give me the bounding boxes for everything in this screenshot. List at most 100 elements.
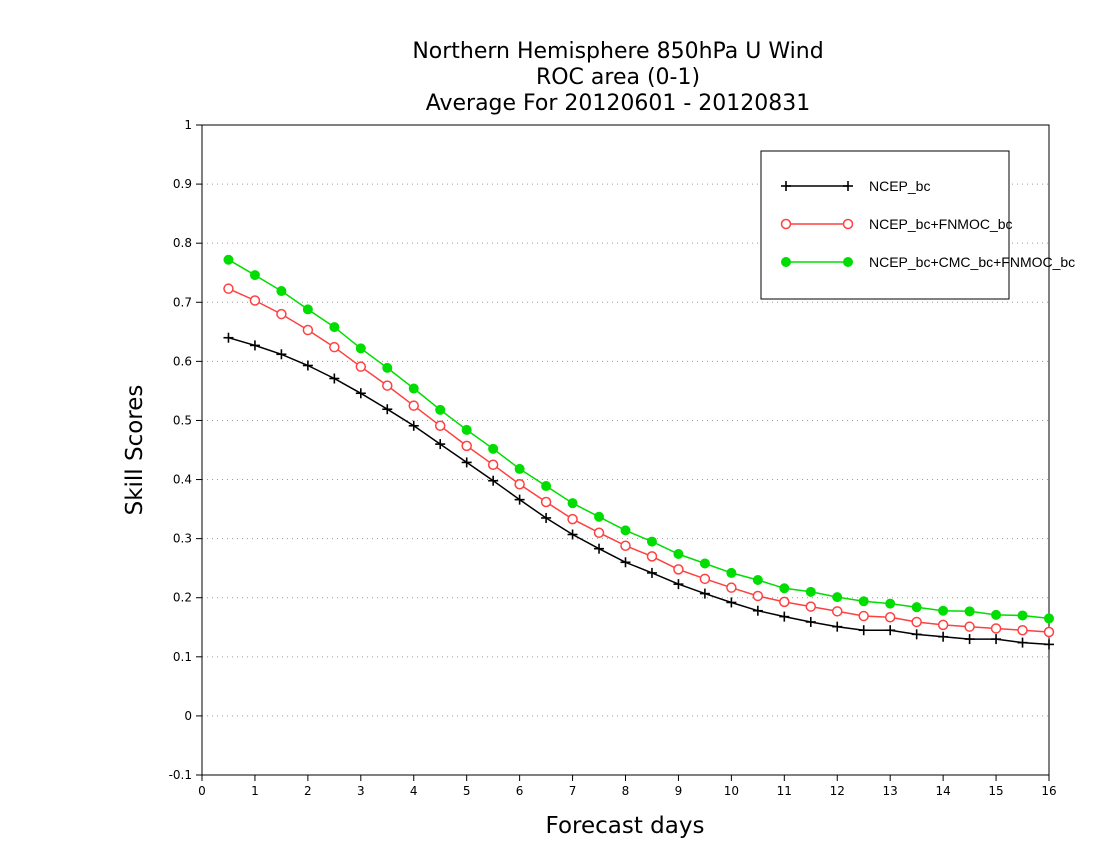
data-point-0-15 [620, 557, 631, 568]
y-tick-label-3: 0.2 [173, 591, 192, 605]
data-point-0-28 [964, 634, 975, 645]
data-point-2-31 [1044, 613, 1054, 624]
x-tick-label-3: 3 [357, 784, 365, 798]
data-point-0-17 [673, 579, 684, 590]
legend-entry-2: NCEP_bc+CMC_bc+FNMOC_bc [781, 254, 1075, 270]
data-point-1-24 [858, 610, 869, 622]
data-point-0-24 [858, 625, 869, 636]
data-point-1-12 [540, 496, 552, 508]
data-point-2-26 [911, 602, 922, 613]
data-point-0-19 [726, 597, 737, 608]
data-point-1-21 [779, 596, 790, 608]
x-tick-label-7: 7 [569, 784, 577, 798]
x-tick-label-0: 0 [198, 784, 206, 798]
data-point-1-29 [990, 623, 1002, 634]
data-point-0-30 [1017, 637, 1028, 648]
data-point-2-17 [673, 549, 684, 559]
data-point-0-14 [594, 543, 605, 554]
data-point-1-23 [832, 606, 843, 617]
data-point-1-8 [434, 420, 446, 432]
x-axis-label: Forecast days [546, 813, 705, 839]
chart-title: Northern Hemisphere 850hPa U Wind ROC ar… [412, 39, 823, 116]
data-point-2-7 [408, 383, 419, 394]
data-point-2-15 [620, 525, 631, 536]
data-point-1-6 [382, 380, 393, 391]
data-point-2-27 [938, 605, 949, 616]
x-tick-label-1: 1 [251, 784, 259, 798]
y-tick-label-1: 0 [184, 709, 192, 723]
x-tick-label-10: 10 [724, 784, 739, 798]
data-point-0-11 [514, 494, 525, 505]
x-tick-label-13: 13 [883, 784, 898, 798]
x-tick-label-15: 15 [988, 784, 1003, 798]
data-point-2-19 [726, 567, 737, 578]
y-tick-label-11: 1 [184, 118, 192, 132]
data-point-2-25 [885, 598, 896, 609]
series-line-2 [228, 259, 1050, 620]
y-tick-label-5: 0.4 [173, 473, 192, 487]
data-point-2-10 [488, 443, 499, 454]
data-point-0-22 [805, 616, 816, 627]
legend-marker-0-b [843, 181, 853, 191]
data-point-1-3 [302, 324, 314, 336]
data-point-0-25 [885, 625, 896, 636]
data-point-1-4 [329, 341, 340, 353]
series-lines [223, 254, 1055, 650]
data-point-0-13 [567, 529, 578, 540]
data-point-0-31 [1044, 639, 1054, 650]
y-tick-label-8: 0.7 [173, 295, 192, 309]
data-point-0-0 [223, 332, 234, 343]
data-point-0-16 [646, 567, 657, 578]
data-point-1-31 [1043, 626, 1055, 638]
data-point-2-9 [461, 424, 472, 435]
data-point-0-8 [435, 439, 446, 450]
legend-marker-2-a [781, 257, 791, 267]
data-point-1-2 [276, 308, 287, 320]
data-point-2-16 [646, 536, 657, 547]
y-tick-label-9: 0.8 [173, 236, 192, 250]
data-point-2-5 [355, 343, 366, 354]
y-tick-label-7: 0.6 [173, 354, 192, 368]
data-point-2-3 [302, 304, 313, 315]
title-line-3: Average For 20120601 - 20120831 [426, 91, 811, 116]
legend-label-0: NCEP_bc [869, 178, 930, 194]
data-point-0-6 [382, 404, 393, 415]
y-tick-label-10: 0.9 [173, 177, 192, 191]
y-tick-label-2: 0.1 [173, 650, 192, 664]
data-point-2-28 [964, 606, 975, 617]
data-point-2-8 [435, 404, 446, 415]
legend-marker-0-a [781, 181, 791, 191]
data-point-2-20 [752, 575, 763, 585]
data-point-2-11 [514, 463, 525, 474]
data-point-1-22 [805, 601, 817, 612]
data-point-1-19 [726, 582, 737, 593]
legend-marker-1-b [842, 218, 854, 230]
y-tick-label-6: 0.5 [173, 413, 192, 427]
data-point-2-30 [1017, 610, 1028, 621]
data-point-0-1 [249, 340, 260, 351]
x-tick-label-4: 4 [410, 784, 418, 798]
data-point-1-16 [646, 551, 658, 562]
series-0 [223, 332, 1054, 650]
legend-entry-1: NCEP_bc+FNMOC_bc [780, 216, 1013, 232]
data-point-1-0 [223, 283, 234, 294]
y-tick-label-0: -0.1 [169, 768, 192, 782]
legend-marker-2-b [843, 257, 853, 267]
x-tick-label-2: 2 [304, 784, 312, 798]
series-1 [223, 283, 1055, 638]
series-2 [223, 254, 1054, 624]
data-point-2-22 [805, 586, 816, 597]
data-point-2-24 [858, 596, 869, 607]
data-point-1-26 [911, 616, 922, 628]
y-tick-label-4: 0.3 [173, 532, 192, 546]
x-tick-label-5: 5 [463, 784, 471, 798]
data-point-1-30 [1017, 624, 1028, 636]
data-point-2-13 [567, 498, 578, 509]
data-point-1-27 [937, 619, 949, 631]
data-point-1-20 [752, 590, 764, 602]
data-point-1-15 [620, 540, 631, 551]
data-point-0-21 [779, 611, 790, 622]
x-tick-label-6: 6 [516, 784, 524, 798]
data-point-2-6 [382, 362, 393, 373]
